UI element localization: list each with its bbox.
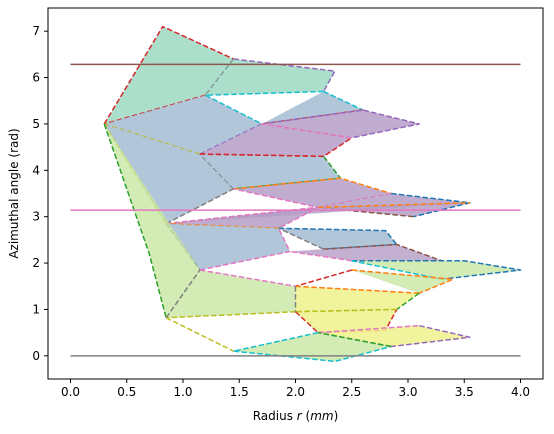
x-axis-label-unit-close: ) [334, 409, 339, 423]
x-axis-label-var: r [297, 409, 303, 423]
y-tick-label-5: 5 [32, 117, 40, 131]
region-0-edge-0 [103, 25, 234, 125]
region-22 [166, 317, 392, 362]
region-22-edge-3 [233, 331, 319, 352]
y-tick-label-6: 6 [32, 71, 40, 85]
region-18-edge-2 [166, 311, 296, 319]
region-18 [166, 270, 296, 318]
region-7-edge-0 [199, 153, 324, 158]
y-tick-label-2: 2 [32, 256, 40, 270]
region-5 [199, 123, 352, 157]
region-12 [278, 228, 397, 250]
x-axis-label-unit-open: ( [302, 409, 311, 423]
region-6 [104, 123, 234, 224]
region-11-edge-0 [166, 206, 319, 229]
y-tick-label-4: 4 [32, 163, 40, 177]
region-14-edge-1 [289, 250, 352, 262]
x-tick-label-5: 2.5 [342, 385, 361, 399]
region-0 [104, 26, 234, 124]
region-3 [261, 91, 363, 124]
region-21-edge-1 [391, 324, 471, 348]
region-12-edge-1 [278, 227, 324, 250]
region-17-edge-0 [295, 285, 420, 294]
region-17-edge-1 [396, 292, 420, 311]
x-tick-label-0: 0.0 [61, 385, 80, 399]
x-axis-label-unit: mm [310, 409, 333, 423]
region-15-edge-1 [351, 260, 442, 281]
y-tick-label-3: 3 [32, 210, 40, 224]
region-19-edge-0 [103, 123, 167, 318]
region-15 [351, 260, 521, 280]
x-tick-label-7: 3.5 [455, 385, 474, 399]
region-16 [295, 270, 453, 294]
x-tick-label-2: 1.0 [173, 385, 192, 399]
x-axis-label-prefix: Radius [253, 409, 297, 423]
x-tick-label-1: 0.5 [117, 385, 136, 399]
region-8-edge-0 [233, 177, 392, 195]
region-2 [104, 95, 262, 155]
region-11 [166, 207, 318, 229]
region-10-edge-0 [317, 202, 470, 209]
region-11-edge-1 [166, 222, 279, 230]
y-axis-ticks: 0 1 2 3 4 5 6 7 [32, 24, 48, 363]
region-1-edge-0 [233, 58, 336, 92]
region-2-edge-0 [205, 94, 263, 125]
region-5-edge-1 [261, 123, 352, 139]
x-tick-label-6: 3.0 [398, 385, 417, 399]
region-22-edge-2 [317, 331, 392, 348]
region-22-edge-0 [165, 317, 234, 352]
region-7 [199, 154, 341, 189]
region-1-edge-1 [205, 90, 324, 96]
region-6-edge-1 [165, 188, 234, 225]
region-16-edge-1 [295, 269, 352, 287]
region-18-edge-0 [199, 269, 296, 287]
y-tick-label-7: 7 [32, 24, 40, 38]
reference-lines [70, 63, 521, 357]
region-20 [295, 309, 397, 333]
x-tick-label-4: 2.0 [286, 385, 305, 399]
region-3-edge-0 [323, 90, 364, 111]
region-16-edge-0 [351, 269, 454, 294]
region-4-edge-0 [261, 109, 420, 139]
region-21-edge-0 [317, 324, 420, 334]
region-19 [104, 123, 200, 318]
y-tick-label-0: 0 [32, 349, 40, 363]
region-20-edge-1 [295, 308, 397, 313]
region-17 [295, 286, 420, 312]
region-22-edge-1 [233, 345, 392, 363]
region-19-edge-1 [165, 269, 201, 319]
x-tick-label-3: 1.5 [230, 385, 249, 399]
region-13 [166, 223, 290, 271]
x-axis-label: Radius r (mm) [253, 409, 339, 423]
y-axis-label: Azimuthal angle (rad) [7, 128, 21, 258]
x-tick-label-8: 4.0 [511, 385, 530, 399]
x-axis-ticks: 0.0 0.5 1.0 1.5 2.0 2.5 3.0 3.5 4.0 [61, 379, 530, 399]
region-4 [261, 110, 420, 138]
region-1 [205, 59, 335, 96]
region-polygons [103, 25, 522, 363]
region-15-edge-0 [351, 259, 522, 281]
y-tick-label-1: 1 [32, 302, 40, 316]
